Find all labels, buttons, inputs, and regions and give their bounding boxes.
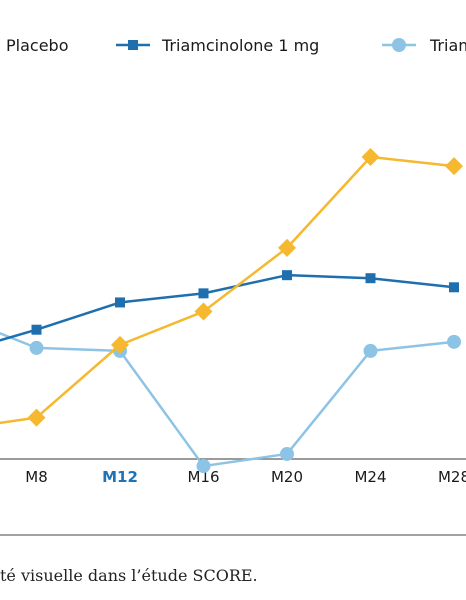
legend-item-triamcinolone-1mg: Triamcinolone 1 mg [116, 36, 319, 55]
data-point-triamcinolone-1-mg-m20 [282, 270, 292, 281]
data-point-placebo-m24 [361, 148, 380, 166]
series-layer [0, 148, 463, 474]
series-triamcinolone-1-mg [0, 270, 459, 342]
legend-label-placebo: Placebo [6, 36, 68, 55]
x-tick-m28: M28 [438, 468, 466, 486]
data-point-triamcinolone-1-mg-m24 [365, 273, 376, 284]
data-point-triamcinolone-1-mg-m12 [115, 297, 125, 308]
data-point-placebo-m20 [278, 238, 296, 257]
x-tick-m8: M8 [25, 468, 48, 486]
legend-marker-circle [392, 38, 406, 52]
x-tick-labels: M8 M12 M16 M20 M24 M28 [25, 468, 466, 486]
data-point-triamcinolone-4-mg-m20 [280, 446, 294, 461]
legend: Placebo Triamcinolone 1 mg Triam [6, 36, 466, 55]
data-point-placebo-m8 [27, 408, 46, 427]
data-point-triamcinolone-1-mg-m8 [31, 324, 42, 335]
series-line-triamcinolone-1-mg [0, 273, 455, 342]
series-line-placebo [0, 155, 455, 425]
data-point-triamcinolone-1-mg-m28 [449, 282, 459, 293]
chart: Placebo Triamcinolone 1 mg Triam M8 M12 M1… [0, 36, 466, 536]
data-point-placebo-m12 [111, 335, 129, 354]
x-tick-m20: M20 [271, 468, 303, 486]
x-tick-m12: M12 [102, 468, 138, 486]
data-point-placebo-m16 [194, 302, 213, 321]
data-point-triamcinolone-4-mg-m28 [447, 334, 461, 349]
data-point-triamcinolone-4-mg-m8 [29, 340, 44, 355]
legend-item-triamcinolone-4mg: Triam [382, 36, 466, 55]
x-tick-m16: M16 [187, 468, 219, 486]
figure-caption: té visuelle dans l’étude SCORE. [0, 566, 258, 585]
data-point-triamcinolone-4-mg-m24 [363, 343, 378, 358]
series-triamcinolone-4-mg [0, 331, 461, 474]
legend-marker-square [128, 40, 138, 50]
data-point-triamcinolone-4-mg-m16 [196, 459, 211, 474]
series-placebo [0, 148, 463, 427]
legend-label-triamcinolone-4mg: Triam [429, 36, 466, 55]
data-point-triamcinolone-1-mg-m16 [198, 288, 209, 299]
data-point-placebo-m28 [445, 157, 463, 176]
legend-item-placebo: Placebo [6, 36, 68, 55]
legend-label-triamcinolone-1mg: Triamcinolone 1 mg [161, 36, 319, 55]
x-tick-m24: M24 [354, 468, 386, 486]
